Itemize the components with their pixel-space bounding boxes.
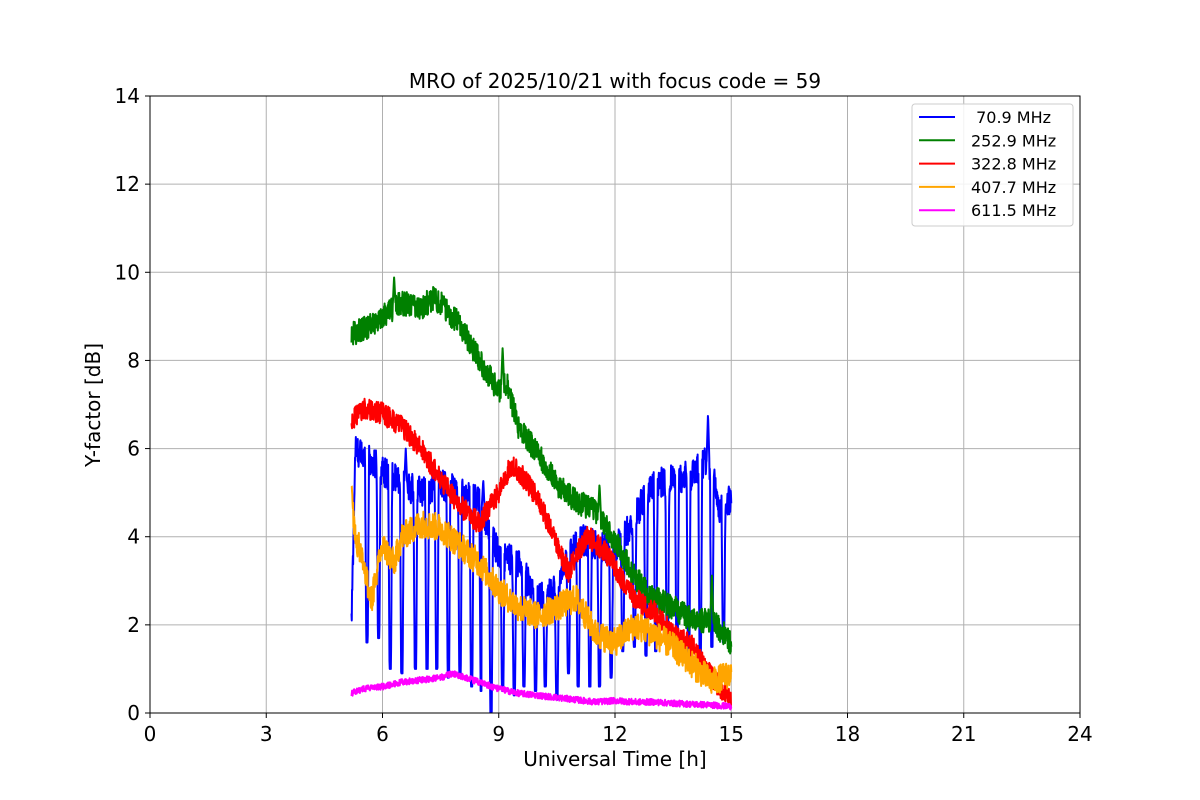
legend-box [911, 103, 1074, 227]
chart-title: MRO of 2025/10/21 with focus code = 59 [409, 69, 821, 93]
legend: 70.9 MHz 252.9 MHz 322.8 MHz 407.7 MHz 611.5… [911, 103, 1074, 227]
y-axis-label: Y-factor [dB] [81, 343, 105, 468]
x-tick-label: 9 [492, 722, 505, 746]
y-tick-label: 14 [115, 84, 140, 108]
y-tick-label: 12 [115, 172, 140, 196]
y-tick-label: 10 [115, 260, 140, 284]
legend-label-0: 70.9 MHz [971, 108, 1051, 127]
legend-label-3: 407.7 MHz [971, 178, 1056, 197]
x-tick-label: 18 [835, 722, 860, 746]
series-line-4 [350, 670, 733, 711]
x-tick-label: 24 [1067, 722, 1092, 746]
series-group [350, 276, 733, 713]
y-tick-label: 8 [127, 348, 140, 372]
y-tick-label: 2 [127, 613, 140, 637]
x-tick-label: 3 [260, 722, 273, 746]
x-tick-label: 15 [719, 722, 744, 746]
x-tick-label: 12 [602, 722, 627, 746]
y-tick-label: 6 [127, 437, 140, 461]
x-tick-label: 6 [376, 722, 389, 746]
x-tick-label: 21 [951, 722, 976, 746]
legend-label-1: 252.9 MHz [971, 131, 1056, 150]
legend-label-4: 611.5 MHz [971, 201, 1056, 220]
series-line-3 [350, 485, 733, 694]
y-tick-label: 4 [127, 525, 140, 549]
series-line-2 [350, 397, 732, 708]
series-line-1 [350, 276, 733, 655]
x-tick-label: 0 [144, 722, 157, 746]
x-axis-label: Universal Time [h] [523, 747, 706, 771]
y-tick-label: 0 [127, 701, 140, 725]
legend-label-2: 322.8 MHz [971, 155, 1056, 174]
